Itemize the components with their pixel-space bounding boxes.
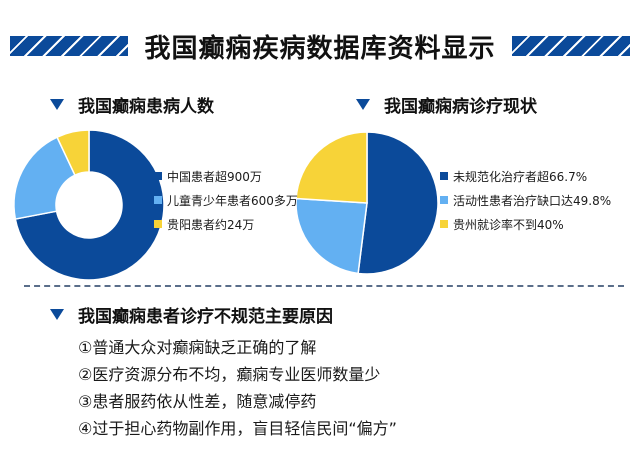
- legend-item: 贵州就诊率不到40%: [440, 213, 611, 237]
- pie-slice: [295, 131, 368, 204]
- legend-item: 贵阳患者约24万: [154, 213, 298, 237]
- legend-item: 儿童青少年患者600多万: [154, 189, 298, 213]
- triangle-icon: [50, 99, 64, 110]
- donut-chart: [13, 129, 165, 281]
- legend-label: 活动性患者治疗缺口达49.8%: [453, 194, 612, 208]
- main-title: 我国癫痫疾病数据库资料显示: [144, 34, 496, 64]
- pie-slice: [295, 197, 368, 275]
- legend-swatch: [154, 220, 162, 228]
- legend-label: 中国患者超900万: [167, 170, 262, 184]
- section-divider: [24, 285, 624, 287]
- pie-slice: [14, 129, 165, 281]
- legend-item: 活动性患者治疗缺口达49.8%: [440, 189, 611, 213]
- triangle-icon: [356, 99, 370, 110]
- legend-label: 贵州就诊率不到40%: [453, 218, 564, 232]
- legend-swatch: [440, 196, 448, 204]
- reason-item: ①普通大众对癫痫缺乏正确的了解: [78, 338, 317, 357]
- legend-item: 未规范化治疗者超66.7%: [440, 165, 611, 189]
- title-stripe-left: [10, 36, 128, 56]
- pie-slice: [56, 129, 90, 177]
- legend-label: 贵阳患者约24万: [167, 218, 255, 232]
- title-stripe-right: [512, 36, 630, 56]
- reason-item: ②医疗资源分布不均，癫痫专业医师数量少: [78, 365, 381, 384]
- legend-label: 未规范化治疗者超66.7%: [453, 170, 588, 184]
- reasons-heading: 我国癫痫患者诊疗不规范主要原因: [50, 302, 333, 327]
- reason-item: ③患者服药依从性差，随意减停药: [78, 392, 317, 411]
- reasons-list: ①普通大众对癫痫缺乏正确的了解 ②医疗资源分布不均，癫痫专业医师数量少 ③患者服…: [78, 334, 397, 442]
- reasons-title: 我国癫痫患者诊疗不规范主要原因: [78, 307, 333, 327]
- right-chart-heading: 我国癫痫病诊疗现状: [356, 92, 537, 117]
- pie-slice: [357, 131, 439, 275]
- pie-chart: [295, 131, 439, 275]
- right-chart-title: 我国癫痫病诊疗现状: [384, 97, 537, 117]
- reason-item: ④过于担心药物副作用，盲目轻信民间“偏方”: [78, 419, 397, 438]
- legend-swatch: [154, 172, 162, 180]
- legend-swatch: [440, 172, 448, 180]
- triangle-icon: [50, 309, 64, 320]
- left-legend: 中国患者超900万 儿童青少年患者600多万 贵阳患者约24万: [154, 165, 298, 237]
- right-legend: 未规范化治疗者超66.7% 活动性患者治疗缺口达49.8% 贵州就诊率不到40%: [440, 165, 611, 237]
- legend-label: 儿童青少年患者600多万: [167, 194, 298, 208]
- title-bar: 我国癫痫疾病数据库资料显示: [0, 24, 640, 68]
- left-chart-heading: 我国癫痫患病人数: [50, 92, 214, 117]
- left-chart-title: 我国癫痫患病人数: [78, 97, 214, 117]
- legend-swatch: [440, 220, 448, 228]
- legend-swatch: [154, 196, 162, 204]
- legend-item: 中国患者超900万: [154, 165, 298, 189]
